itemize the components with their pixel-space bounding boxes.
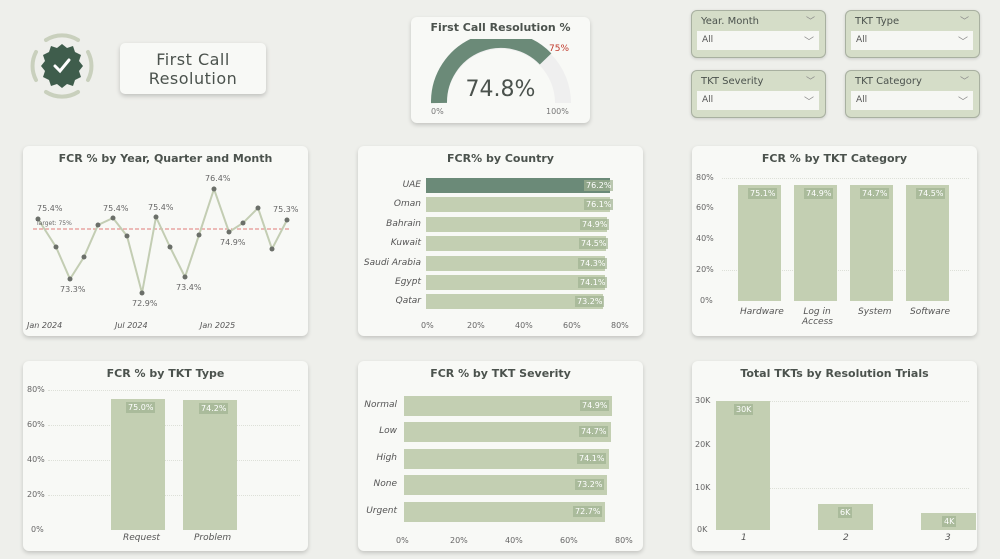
chevron-down-icon: ﹀ [958, 37, 968, 48]
slicer-tkt-category-dropdown[interactable]: All ﹀ [851, 91, 973, 110]
bar-low[interactable] [404, 422, 611, 442]
slicer-tkt-category[interactable]: TKT Category ﹀ All ﹀ [845, 70, 980, 118]
bar-log-in-access[interactable] [794, 185, 837, 301]
bar-saudi-arabia[interactable] [426, 256, 605, 271]
chevron-down-icon: ﹀ [804, 37, 814, 48]
chevron-down-icon: ﹀ [958, 97, 968, 108]
fcr-gauge-card: First Call Resolution % 74.8% 75% 0% 100… [411, 17, 590, 123]
chevron-down-icon[interactable]: ﹀ [959, 77, 969, 87]
bar-urgent[interactable] [404, 502, 605, 522]
bar-qatar[interactable] [426, 294, 603, 309]
bar-normal[interactable] [404, 396, 612, 416]
gauge-title: First Call Resolution % [430, 21, 571, 34]
bar-system[interactable] [850, 185, 893, 301]
gauge-value: 74.8% [465, 77, 536, 102]
fcr-by-month-chart: FCR % by Year, Quarter and Month Target:… [23, 146, 308, 336]
gauge-min: 0% [431, 107, 444, 116]
gauge-max: 100% [546, 107, 569, 116]
fcr-by-category-chart: FCR % by TKT Category 80% 60% 40% 20% 0%… [692, 146, 977, 336]
page-title: First Call Resolution [120, 43, 266, 94]
fcr-by-country-chart: FCR% by Country UAE 76.2% Oman 76.1% Bah… [358, 146, 643, 336]
chevron-down-icon[interactable]: ﹀ [959, 17, 969, 27]
slicer-tkt-type[interactable]: TKT Type ﹀ All ﹀ [845, 10, 980, 58]
bar-hardware[interactable] [738, 185, 781, 301]
tkts-by-trials-chart: Total TKTs by Resolution Trials 30K 20K … [692, 361, 977, 551]
slicer-year-month-dropdown[interactable]: All ﹀ [697, 31, 819, 50]
bar-trial-1[interactable] [716, 401, 770, 530]
bar-high[interactable] [404, 449, 609, 469]
fcr-by-severity-chart: FCR % by TKT Severity Normal 74.9% Low 7… [358, 361, 643, 551]
bar-oman[interactable] [426, 197, 610, 212]
bar-bahrain[interactable] [426, 217, 607, 232]
bar-none[interactable] [404, 475, 607, 495]
gear-check-cycle-icon [30, 33, 94, 99]
line-plot[interactable] [23, 146, 308, 336]
slicer-tkt-type-dropdown[interactable]: All ﹀ [851, 31, 973, 50]
chevron-down-icon: ﹀ [804, 97, 814, 108]
slicer-tkt-severity-dropdown[interactable]: All ﹀ [697, 91, 819, 110]
gauge-arc [431, 39, 571, 104]
slicer-year-month[interactable]: Year. Month ﹀ All ﹀ [691, 10, 826, 58]
slicer-tkt-severity[interactable]: TKT Severity ﹀ All ﹀ [691, 70, 826, 118]
fcr-by-type-chart: FCR % by TKT Type 80% 60% 40% 20% 0% 75.… [23, 361, 308, 551]
bar-request[interactable] [111, 399, 165, 530]
bar-problem[interactable] [183, 400, 237, 530]
chevron-down-icon[interactable]: ﹀ [805, 77, 815, 87]
bar-software[interactable] [906, 185, 949, 301]
bar-kuwait[interactable] [426, 236, 606, 251]
chevron-down-icon[interactable]: ﹀ [805, 17, 815, 27]
bar-uae[interactable] [426, 178, 610, 193]
bar-egypt[interactable] [426, 275, 605, 290]
gauge-target: 75% [549, 44, 570, 54]
